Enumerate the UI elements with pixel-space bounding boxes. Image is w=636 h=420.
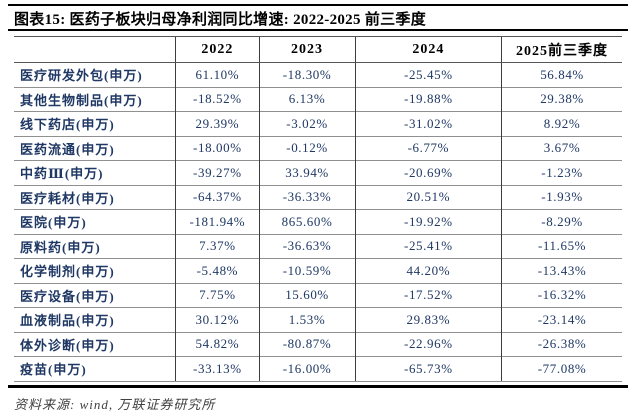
cell-value: 865.60%	[258, 209, 356, 234]
figure-title: 图表15: 医药子板块归母净利润同比增速: 2022-2025 前三季度	[14, 12, 427, 28]
bottom-rule	[8, 385, 628, 388]
cell-value: 61.10%	[175, 62, 259, 87]
data-table-container: 2022 2023 2024 2025前三季度 医疗研发外包(申万) 61.10% -18…	[14, 36, 622, 382]
cell-value: 29.39%	[175, 111, 259, 136]
header-cell-year: 2024	[354, 36, 502, 63]
cell-value: 8.92%	[501, 111, 622, 136]
cell-value: -19.88%	[354, 86, 502, 112]
row-label: 血液制品(申万)	[14, 307, 176, 332]
cell-value: -5.48%	[175, 258, 259, 283]
cell-value: -25.41%	[354, 233, 502, 259]
row-label: 医疗耗材(申万)	[14, 184, 176, 210]
row-label: 体外诊断(申万)	[14, 331, 176, 357]
cell-value: -0.12%	[258, 135, 356, 161]
table-row: 疫苗(申万) -33.13% -16.00% -65.73% -77.08%	[14, 356, 622, 382]
cell-value: 56.84%	[501, 62, 622, 87]
row-label: 线下药店(申万)	[14, 111, 176, 136]
table-row: 医疗耗材(申万) -64.37% -36.33% 20.51% -1.93%	[14, 184, 622, 210]
cell-value: -23.14%	[501, 307, 622, 332]
cell-value: -3.02%	[258, 111, 356, 136]
table-row: 其他生物制品(申万) -18.52% 6.13% -19.88% 29.38%	[14, 86, 622, 112]
cell-value: 6.13%	[258, 86, 356, 112]
cell-value: -181.94%	[175, 209, 259, 234]
cell-value: 1.53%	[258, 307, 356, 332]
cell-value: 54.82%	[175, 331, 259, 357]
source-note: 资料来源: wind, 万联证券研究所	[14, 397, 216, 412]
cell-value: -18.52%	[175, 86, 259, 112]
cell-value: -18.30%	[258, 62, 356, 87]
table-row: 体外诊断(申万) 54.82% -80.87% -22.96% -26.38%	[14, 331, 622, 357]
table-row: 医药流通(申万) -18.00% -0.12% -6.77% 3.67%	[14, 135, 622, 161]
row-label: 中药Ⅲ(申万)	[14, 160, 176, 185]
cell-value: -36.63%	[258, 233, 356, 259]
cell-value: 29.83%	[354, 307, 502, 332]
cell-value: -25.45%	[354, 62, 502, 87]
cell-value: -80.87%	[258, 331, 356, 357]
header-cell-year: 2022	[175, 36, 259, 63]
cell-value: 7.75%	[175, 282, 259, 308]
cell-value: -39.27%	[175, 160, 259, 185]
table-row: 医疗研发外包(申万) 61.10% -18.30% -25.45% 56.84%	[14, 62, 622, 87]
cell-value: -20.69%	[354, 160, 502, 185]
row-label: 医院(申万)	[14, 209, 176, 234]
cell-value: -33.13%	[175, 356, 259, 382]
table-row: 血液制品(申万) 30.12% 1.53% 29.83% -23.14%	[14, 307, 622, 332]
cell-value: -64.37%	[175, 184, 259, 210]
cell-value: -1.23%	[501, 160, 622, 185]
cell-value: -36.33%	[258, 184, 356, 210]
header-cell-year: 2025前三季度	[501, 36, 622, 63]
cell-value: -13.43%	[501, 258, 622, 283]
cell-value: 30.12%	[175, 307, 259, 332]
cell-value: -17.52%	[354, 282, 502, 308]
table-row: 医院(申万) -181.94% 865.60% -19.92% -8.29%	[14, 209, 622, 234]
table-row: 化学制剂(申万) -5.48% -10.59% 44.20% -13.43%	[14, 258, 622, 283]
cell-value: -6.77%	[354, 135, 502, 161]
cell-value: 20.51%	[354, 184, 502, 210]
growth-rate-table: 2022 2023 2024 2025前三季度 医疗研发外包(申万) 61.10% -18…	[14, 36, 622, 382]
header-cell-blank	[14, 36, 176, 63]
cell-value: -31.02%	[354, 111, 502, 136]
header-cell-year: 2023	[258, 36, 356, 63]
row-label: 医药流通(申万)	[14, 135, 176, 161]
row-label: 医疗研发外包(申万)	[20, 68, 143, 84]
row-label: 疫苗(申万)	[14, 356, 176, 382]
cell-value: -1.93%	[501, 184, 622, 210]
table-row: 原料药(申万) 7.37% -36.63% -25.41% -11.65%	[14, 233, 622, 259]
table-header-row: 2022 2023 2024 2025前三季度	[14, 36, 622, 63]
cell-value: 15.60%	[258, 282, 356, 308]
row-label: 其他生物制品(申万)	[14, 86, 176, 112]
top-rule	[8, 4, 628, 6]
row-label: 化学制剂(申万)	[14, 258, 176, 283]
row-label: 原料药(申万)	[14, 233, 176, 259]
cell-value: -77.08%	[501, 356, 622, 382]
cell-value: -26.38%	[501, 331, 622, 357]
cell-value: 44.20%	[354, 258, 502, 283]
cell-value: -16.00%	[258, 356, 356, 382]
cell-value: 7.37%	[175, 233, 259, 259]
table-body: 医疗研发外包(申万) 61.10% -18.30% -25.45% 56.84% 其他生物…	[14, 62, 622, 382]
table-row: 医疗设备(申万) 7.75% 15.60% -17.52% -16.32%	[14, 282, 622, 308]
cell-value: -10.59%	[258, 258, 356, 283]
row-label: 医疗设备(申万)	[14, 282, 176, 308]
cell-value: 3.67%	[501, 135, 622, 161]
cell-value: -22.96%	[354, 331, 502, 357]
cell-value: -16.32%	[501, 282, 622, 308]
table-row: 中药Ⅲ(申万) -39.27% 33.94% -20.69% -1.23%	[14, 160, 622, 185]
cell-value: -18.00%	[175, 135, 259, 161]
title-divider-rule	[8, 29, 628, 31]
cell-value: -8.29%	[501, 209, 622, 234]
cell-value: -11.65%	[501, 233, 622, 259]
table-row: 线下药店(申万) 29.39% -3.02% -31.02% 8.92%	[14, 111, 622, 136]
cell-value: 33.94%	[258, 160, 356, 185]
cell-value: -19.92%	[354, 209, 502, 234]
cell-value: -65.73%	[354, 356, 502, 382]
cell-value: 29.38%	[501, 86, 622, 112]
